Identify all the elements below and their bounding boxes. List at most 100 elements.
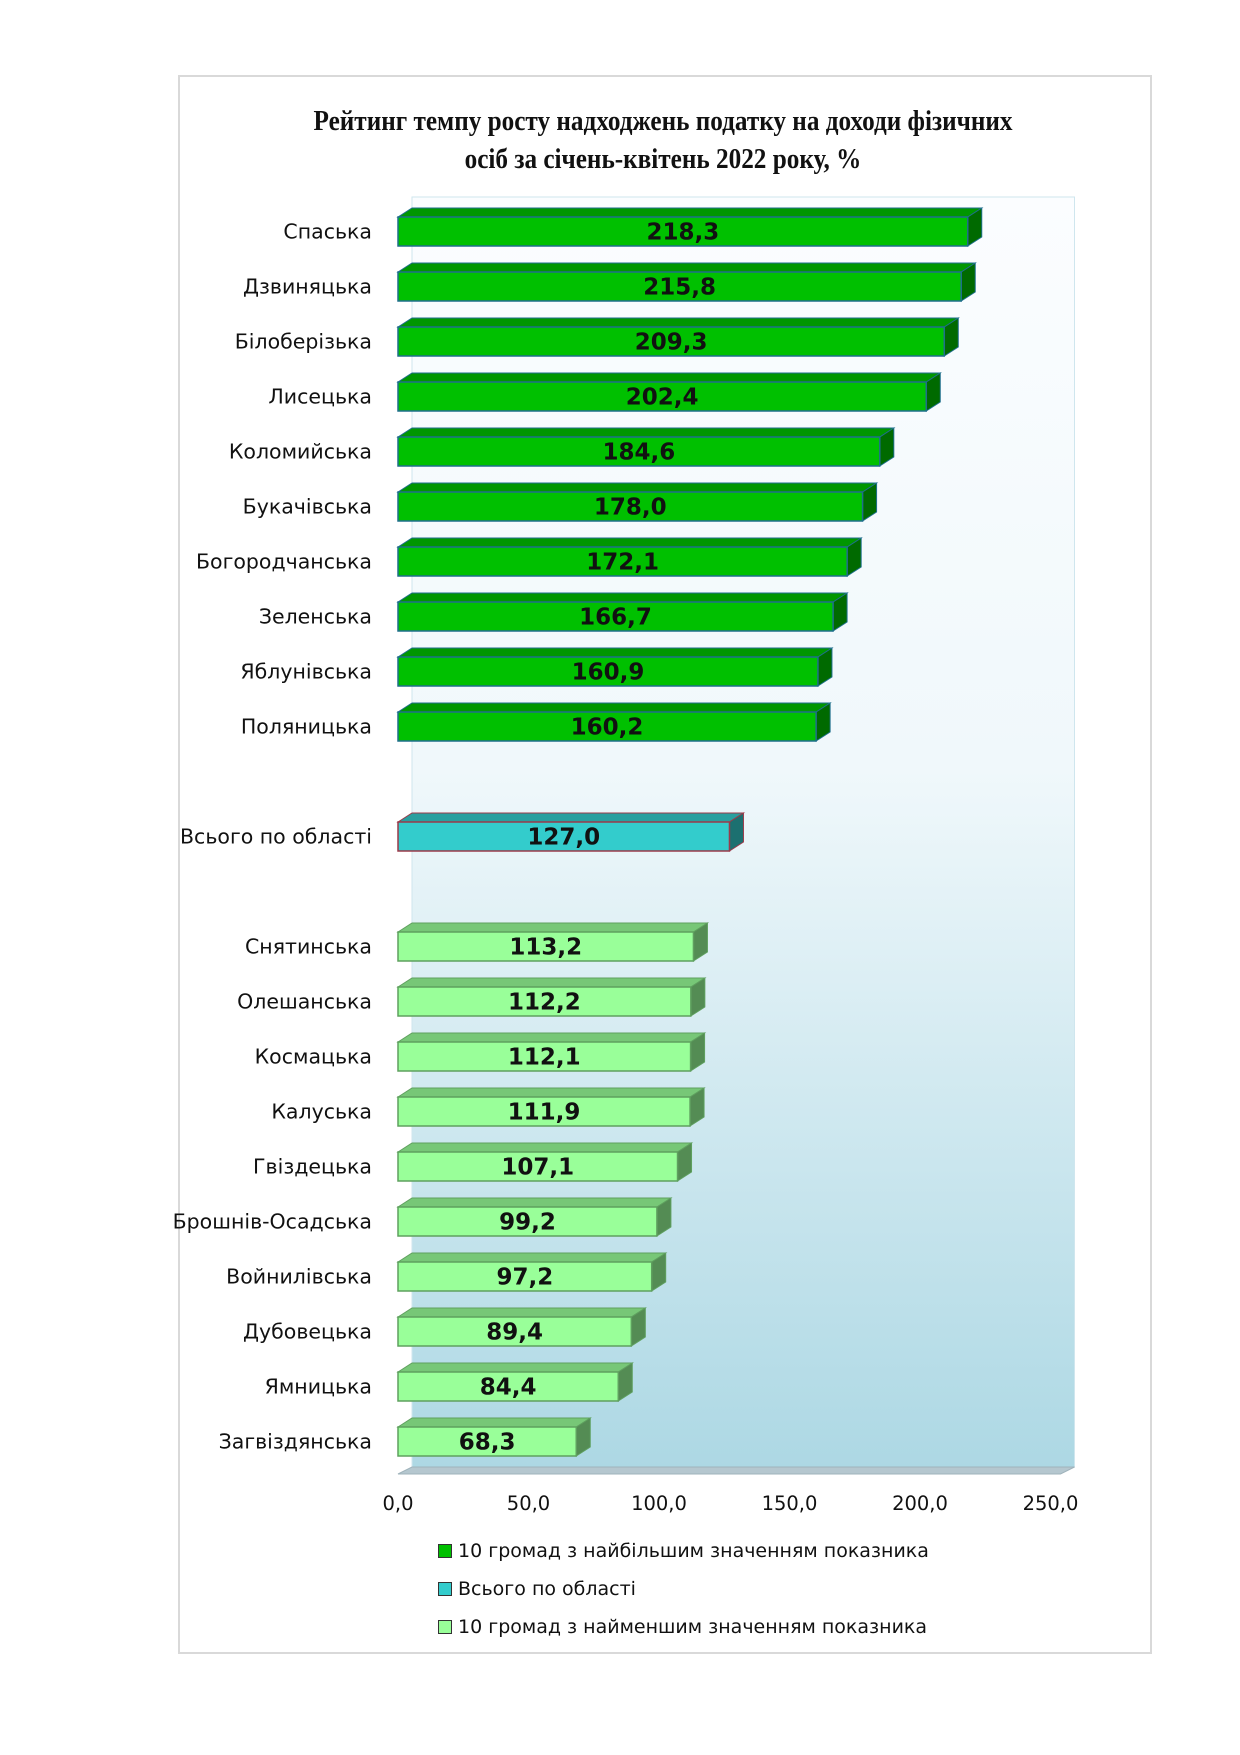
chart-title-line-2: осіб за січень-квітень 2022 року, % <box>464 144 862 175</box>
value-label-low-4: 111,9 <box>508 1100 581 1126</box>
bar-front-face <box>397 216 969 247</box>
category-label-top-7: Богородчанська <box>196 550 372 574</box>
category-label-top-4: Лисецька <box>268 385 372 409</box>
bar-top-face <box>396 1197 673 1208</box>
value-label-top-2: 215,8 <box>643 275 716 301</box>
bar-front-face <box>397 821 731 852</box>
category-label-top-5: Коломийська <box>229 440 372 464</box>
legend-item-bottom10: 10 громад з найменшим значенням показник… <box>438 1608 929 1646</box>
legend-label-total: Всього по області <box>458 1578 636 1600</box>
value-label-low-8: 89,4 <box>486 1320 543 1346</box>
category-labels: Спаська Дзвиняцька Білоберізька Лисецька Кол… <box>173 220 372 1454</box>
bar-front-face <box>397 986 692 1017</box>
category-label-top-3: Білоберізька <box>235 330 372 354</box>
value-label-low-1: 113,2 <box>509 935 582 961</box>
value-label-low-3: 112,1 <box>508 1045 581 1071</box>
value-label-low-10: 68,3 <box>459 1430 516 1456</box>
bar-total <box>396 812 746 852</box>
bar-front-face <box>397 601 834 632</box>
bar-top-face <box>396 207 984 218</box>
bar-top-face <box>396 1417 592 1428</box>
bar-front-face <box>397 436 881 467</box>
value-label-top-3: 209,3 <box>635 330 708 356</box>
value-label-top-6: 178,0 <box>594 495 667 521</box>
bar-top-face <box>396 922 710 933</box>
bar-top-10 <box>396 702 832 742</box>
bar-low-6 <box>396 1197 673 1237</box>
bar-top-6 <box>396 482 879 522</box>
bar-front-face <box>397 1316 633 1347</box>
legend-label-top10: 10 громад з найбільшим значенням показни… <box>458 1540 929 1562</box>
bar-front-face <box>397 931 695 962</box>
x-axis-tick-labels: 0,0 50,0 100,0 150,0 200,0 250,0 <box>382 1492 1078 1515</box>
bar-top-face <box>396 1307 648 1318</box>
bar-top-3 <box>396 317 960 357</box>
bar-front-face <box>397 1371 620 1402</box>
value-label-low-5: 107,1 <box>501 1155 574 1181</box>
bar-front-face <box>397 1261 653 1292</box>
legend-label-bottom10: 10 громад з найменшим значенням показник… <box>458 1616 928 1638</box>
bar-front-face <box>397 656 819 687</box>
bar-top-face <box>396 812 746 823</box>
x-tick-label: 150,0 <box>762 1492 818 1515</box>
bar-front-face <box>397 1041 692 1072</box>
bar-low-4 <box>396 1087 706 1127</box>
bar-low-9 <box>396 1362 634 1402</box>
bar-top-4 <box>396 372 942 412</box>
value-labels: 218,3 215,8 209,3 202,4 184,6 178,0 172,1 166,7… <box>459 220 720 1456</box>
bar-front-face <box>397 711 817 742</box>
bar-top-face <box>396 592 849 603</box>
bar-low-1 <box>396 922 710 962</box>
bar-top-face <box>396 647 834 658</box>
plot-floor <box>397 1466 1075 1475</box>
value-label-top-8: 166,7 <box>579 605 652 631</box>
bar-top-face <box>396 427 896 438</box>
x-tick-label: 100,0 <box>631 1492 687 1515</box>
bar-front-face <box>397 546 848 577</box>
chart-title-line-1: Рейтинг темпу росту надходжень податку н… <box>313 106 1013 137</box>
category-label-low-2: Олешанська <box>237 990 372 1014</box>
bar-top-face <box>396 977 707 988</box>
bar-top-face <box>396 1032 707 1043</box>
bar-front-face <box>397 326 946 357</box>
bar-low-2 <box>396 977 707 1017</box>
legend-item-total: Всього по області <box>438 1570 929 1608</box>
category-label-low-4: Калуська <box>271 1100 372 1124</box>
bar-front-face <box>397 1206 658 1237</box>
category-label-top-8: Зеленська <box>259 605 372 629</box>
category-label-top-2: Дзвиняцька <box>243 275 372 299</box>
category-label-low-8: Дубовецька <box>243 1320 372 1344</box>
bar-top-2 <box>396 262 977 302</box>
legend-swatch-top10 <box>438 1544 452 1558</box>
bar-top-8 <box>396 592 849 632</box>
legend-swatch-total <box>438 1582 452 1596</box>
value-label-low-6: 99,2 <box>499 1210 556 1236</box>
bar-top-5 <box>396 427 896 467</box>
bar-front-face <box>397 1151 679 1182</box>
bar-top-face <box>396 1362 634 1373</box>
bar-front-face <box>397 1426 578 1457</box>
category-label-low-1: Снятинська <box>245 935 372 959</box>
category-label-top-9: Яблунівська <box>240 660 372 684</box>
bar-front-face <box>397 381 928 412</box>
bar-top-face <box>396 317 960 328</box>
value-label-total: 127,0 <box>527 825 600 851</box>
chart-title: Рейтинг темпу росту надходжень податку н… <box>227 103 1100 179</box>
bar-top-1 <box>396 207 984 247</box>
value-label-top-10: 160,2 <box>571 715 644 741</box>
bar-low-3 <box>396 1032 707 1072</box>
bar-top-face <box>396 702 832 713</box>
x-tick-label: 50,0 <box>507 1492 550 1515</box>
value-label-top-4: 202,4 <box>626 385 699 411</box>
bar-top-face <box>396 1142 694 1153</box>
value-label-top-5: 184,6 <box>603 440 676 466</box>
bar-front-face <box>397 271 962 302</box>
category-label-top-10: Поляницька <box>241 715 372 739</box>
category-label-low-3: Космацька <box>255 1045 372 1069</box>
x-tick-label: 0,0 <box>382 1492 413 1515</box>
category-label-low-6: Брошнів-Осадська <box>173 1210 372 1234</box>
bar-top-7 <box>396 537 863 577</box>
value-label-top-7: 172,1 <box>586 550 659 576</box>
bar-low-8 <box>396 1307 648 1347</box>
